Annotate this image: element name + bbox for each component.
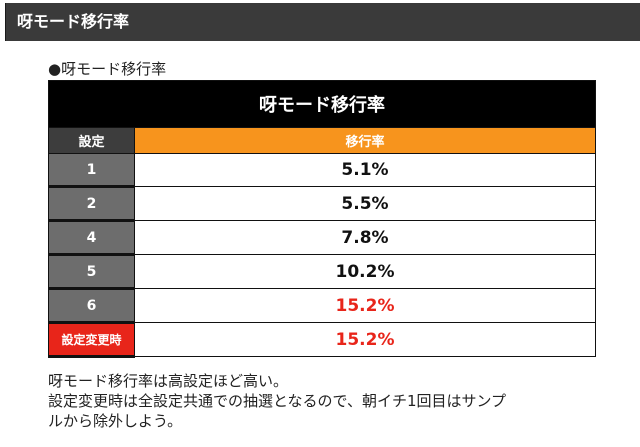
table-title: 呀モード移行率 [48, 80, 596, 128]
table-title-row: 呀モード移行率 [48, 80, 596, 128]
setting-cell: 設定変更時 [48, 322, 135, 358]
table-row: 5 10.2% [48, 254, 596, 290]
rate-cell: 7.8% [134, 220, 596, 255]
note-line: 呀モード移行率は高設定ほど高い。 [48, 372, 289, 390]
rate-cell: 15.2% [134, 288, 596, 323]
section-title: 呀モード移行率 [17, 12, 130, 31]
section-header: 呀モード移行率 [5, 3, 640, 41]
explanation-text: 呀モード移行率は高設定ほど高い。 設定変更時は全設定共通での抽選となるので、朝イ… [48, 371, 608, 431]
table-row: 6 15.2% [48, 288, 596, 324]
table-row: 設定変更時 15.2% [48, 322, 596, 358]
setting-cell: 2 [48, 186, 135, 222]
rate-cell: 5.5% [134, 186, 596, 221]
table-row: 1 5.1% [48, 153, 596, 188]
table-caption: ●呀モード移行率 [48, 60, 167, 78]
note-line: ルから除外しよう。 [48, 412, 183, 430]
rate-cell: 15.2% [134, 322, 596, 357]
setting-cell: 5 [48, 254, 135, 290]
setting-cell: 1 [48, 153, 135, 188]
rate-cell: 5.1% [134, 153, 596, 187]
transition-rate-table: 呀モード移行率 設定 移行率 1 5.1% 2 5.5% 4 7.8% 5 10… [48, 80, 596, 358]
column-header-setting: 設定 [48, 127, 135, 154]
note-line: 設定変更時は全設定共通での抽選となるので、朝イチ1回目はサンプ [48, 392, 507, 410]
column-header-rate: 移行率 [134, 127, 596, 154]
table-row: 2 5.5% [48, 186, 596, 222]
rate-cell: 10.2% [134, 254, 596, 289]
table-row: 4 7.8% [48, 220, 596, 256]
setting-cell: 6 [48, 288, 135, 324]
table-header-row: 設定 移行率 [48, 127, 596, 154]
setting-cell: 4 [48, 220, 135, 256]
